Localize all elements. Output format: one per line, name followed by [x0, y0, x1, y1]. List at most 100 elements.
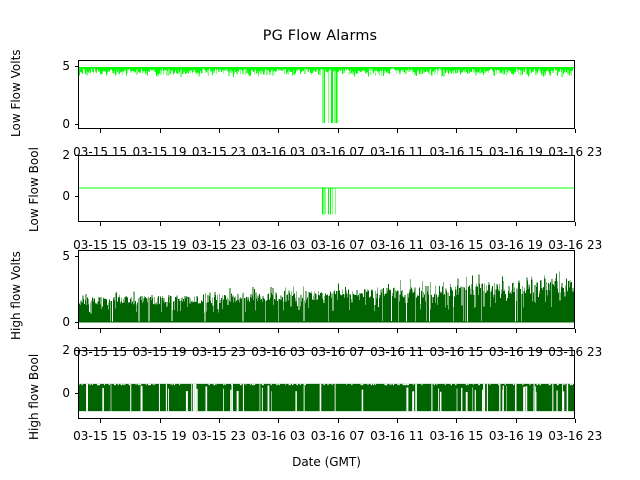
xtick-label: 03-16 07: [310, 238, 365, 252]
series-high-flow-bool: [79, 383, 574, 412]
ytick-mark-p1-top: [74, 65, 78, 67]
xtick-mark: [337, 329, 339, 333]
ytick-label-p3-top: 5: [62, 249, 70, 263]
subplot-low-flow-bool: [78, 155, 575, 222]
ylabel-low-flow-bool: Low Flow Bool: [27, 147, 41, 232]
xtick-mark: [337, 222, 339, 226]
xtick-label: 03-15 23: [191, 145, 246, 159]
xtick-mark: [218, 129, 220, 133]
series-low-flow-bool: [79, 187, 574, 215]
xtick-label: 03-16 23: [548, 145, 603, 159]
xtick-label: 03-15 19: [132, 238, 187, 252]
xtick-label: 03-16 03: [251, 429, 306, 443]
xtick-label: 03-15 19: [132, 345, 187, 359]
ytick-mark-p3-bottom: [74, 322, 78, 323]
xtick-label: 03-15 23: [191, 238, 246, 252]
xtick-label: 03-16 15: [429, 429, 484, 443]
xlabel: Date (GMT): [292, 455, 361, 469]
plot-area-high-flow-volts: [79, 251, 574, 328]
xtick-label: 03-15 15: [73, 345, 128, 359]
chart-title: PG Flow Alarms: [262, 28, 378, 44]
ylabel-high-flow-volts: High flow Volts: [9, 251, 23, 340]
xtick-label: 03-16 11: [370, 345, 425, 359]
xtick-label: 03-16 07: [310, 345, 365, 359]
xtick-mark: [100, 129, 102, 133]
ylabel-low-flow-volts: Low Flow Volts: [9, 49, 23, 137]
subplot-low-flow-volts: [78, 60, 575, 129]
ytick-label-p1-bottom: 0: [62, 117, 70, 131]
xtick-mark: [575, 419, 577, 423]
xtick-mark: [456, 129, 458, 133]
ytick-mark-p3-top: [74, 256, 78, 257]
xtick-label: 03-16 11: [370, 145, 425, 159]
xtick-label: 03-16 15: [429, 238, 484, 252]
xtick-label: 03-16 03: [251, 145, 306, 159]
xtick-label: 03-16 03: [251, 238, 306, 252]
xtick-label: 03-15 23: [191, 345, 246, 359]
ytick-mark-p1-bottom: [74, 123, 78, 125]
xtick-mark: [278, 129, 280, 133]
subplot-high-flow-bool: [78, 350, 575, 419]
xtick-mark: [218, 222, 220, 226]
xtick-label: 03-16 07: [310, 429, 365, 443]
xtick-mark: [515, 419, 517, 423]
xtick-mark: [218, 329, 220, 333]
xtick-mark: [278, 222, 280, 226]
ylabel-high-flow-bool: High flow Bool: [27, 353, 41, 440]
ytick-label-p3-bottom: 0: [62, 315, 70, 329]
xtick-label: 03-16 11: [370, 429, 425, 443]
series-low-flow-volts: [79, 67, 574, 124]
xtick-mark: [575, 129, 577, 133]
xtick-label: 03-15 15: [73, 238, 128, 252]
xtick-mark: [515, 329, 517, 333]
xtick-label: 03-15 19: [132, 429, 187, 443]
ytick-mark-p4-bottom: [74, 393, 78, 394]
xtick-label: 03-15 15: [73, 429, 128, 443]
xtick-label: 03-16 19: [488, 145, 543, 159]
xtick-label: 03-16 19: [488, 429, 543, 443]
xtick-mark: [575, 329, 577, 333]
xtick-label: 03-16 19: [488, 238, 543, 252]
xtick-label: 03-16 11: [370, 238, 425, 252]
xtick-mark: [397, 329, 399, 333]
xtick-mark: [159, 419, 161, 423]
ytick-mark-p2-top: [74, 155, 78, 156]
xtick-label: 03-16 15: [429, 345, 484, 359]
xtick-mark: [100, 419, 102, 423]
xtick-mark: [278, 419, 280, 423]
xtick-label: 03-15 15: [73, 145, 128, 159]
ytick-label-p4-top: 2: [62, 343, 70, 357]
ytick-mark-p4-top: [74, 350, 78, 351]
xtick-mark: [278, 329, 280, 333]
plot-area-low-flow-volts: [79, 61, 574, 128]
plot-area-high-flow-bool: [79, 351, 574, 418]
xtick-mark: [159, 329, 161, 333]
subplot-high-flow-volts: [78, 250, 575, 329]
xtick-label: 03-15 23: [191, 429, 246, 443]
ytick-label-p4-bottom: 0: [62, 386, 70, 400]
xtick-label: 03-16 23: [548, 345, 603, 359]
xtick-label: 03-16 07: [310, 145, 365, 159]
xtick-label: 03-16 23: [548, 429, 603, 443]
xtick-mark: [515, 222, 517, 226]
xtick-mark: [456, 329, 458, 333]
xtick-label: 03-16 19: [488, 345, 543, 359]
xtick-mark: [515, 129, 517, 133]
xtick-label: 03-16 03: [251, 345, 306, 359]
xtick-label: 03-15 19: [132, 145, 187, 159]
xtick-mark: [337, 419, 339, 423]
xtick-mark: [575, 222, 577, 226]
series-high-flow-volts: [79, 271, 574, 323]
xtick-label: 03-16 23: [548, 238, 603, 252]
xtick-mark: [159, 129, 161, 133]
xtick-mark: [456, 222, 458, 226]
xtick-mark: [397, 222, 399, 226]
plot-area-low-flow-bool: [79, 156, 574, 221]
xtick-mark: [337, 129, 339, 133]
ytick-label-p2-bottom: 0: [62, 189, 70, 203]
xtick-mark: [218, 419, 220, 423]
xtick-mark: [456, 419, 458, 423]
ytick-label-p1-top: 5: [62, 59, 70, 73]
xtick-mark: [100, 222, 102, 226]
